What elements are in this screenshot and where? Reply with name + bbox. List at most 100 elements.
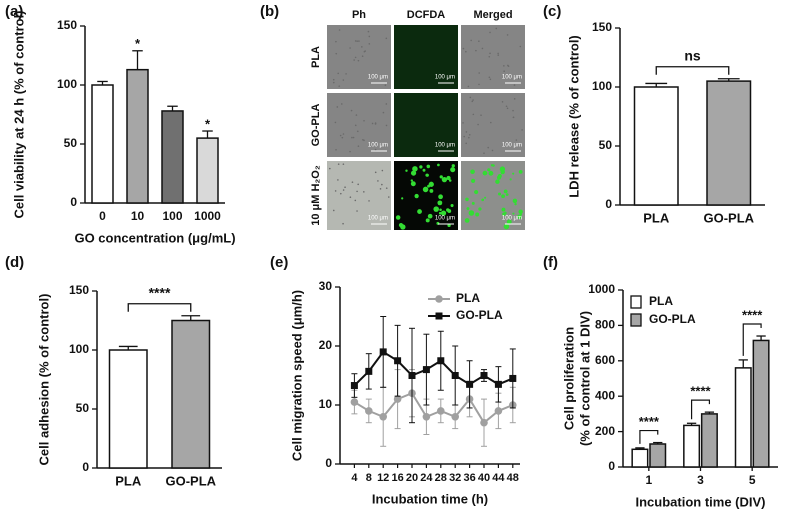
bar (649, 443, 667, 468)
cell-texture (377, 180, 379, 182)
y-axis-label: Cell adhesion (% of control) (36, 294, 51, 466)
legend-marker (435, 312, 443, 320)
cell-texture (480, 114, 482, 116)
marker (350, 398, 359, 406)
cell-texture (488, 55, 491, 58)
x-tick-label: 32 (449, 472, 461, 484)
cell-texture (387, 196, 390, 198)
cell-fluorescence (437, 200, 443, 206)
cell-texture (517, 77, 520, 80)
legend-marker (435, 295, 443, 303)
bar (752, 339, 770, 468)
cell-texture (351, 136, 353, 139)
cell-texture (357, 59, 360, 62)
cell-fluorescence (410, 170, 417, 176)
cell-texture (381, 183, 383, 186)
x-tick-label: 44 (492, 472, 505, 484)
panel-label: (e) (270, 254, 288, 271)
marker (509, 374, 517, 382)
cell-fluorescence (470, 169, 475, 175)
cell-texture (512, 116, 515, 119)
comparison-label: ns (684, 47, 701, 63)
cell-fluorescence (414, 193, 419, 199)
cell-fluorescence (518, 170, 523, 174)
y-axis-label: (% of control at 1 DIV) (577, 311, 592, 446)
cell-texture (462, 47, 465, 50)
y-tick-label: 800 (595, 318, 615, 332)
cell-texture (335, 148, 337, 151)
x-axis-label: Incubation time (DIV) (636, 494, 766, 509)
legend-label: PLA (456, 291, 480, 305)
significance-mark: **** (690, 384, 711, 399)
cell-fluorescence (428, 181, 434, 187)
panel-label: (b) (260, 3, 279, 20)
cell-fluorescence (501, 194, 505, 199)
cell-fluorescence (433, 206, 439, 212)
cell-texture (374, 123, 377, 125)
cell-texture (357, 145, 360, 147)
cell-texture (468, 133, 471, 136)
cell-texture (339, 134, 342, 137)
legend-swatch (630, 295, 642, 309)
bar (171, 319, 211, 469)
cell-texture (354, 124, 357, 127)
cell-fluorescence (412, 166, 418, 172)
cell-texture (337, 179, 339, 181)
cell-texture (505, 105, 508, 108)
cell-texture (462, 122, 464, 124)
bar (683, 424, 701, 468)
cell-texture (385, 37, 388, 40)
cell-fluorescence (495, 179, 500, 184)
cell-texture (354, 199, 357, 202)
cell-texture (477, 123, 479, 126)
x-tick-label: PLA (115, 473, 142, 488)
significance-mark: * (205, 116, 211, 131)
cell-texture (503, 70, 505, 73)
cell-texture (352, 136, 355, 139)
x-tick-label: 8 (366, 472, 372, 484)
marker (422, 366, 430, 374)
cell-texture (356, 130, 359, 133)
x-tick-label: 4 (351, 472, 358, 484)
cell-texture (503, 65, 505, 67)
cell-texture (334, 190, 337, 192)
cell-texture (483, 152, 485, 154)
cell-fluorescence (487, 168, 491, 172)
cell-texture (382, 111, 385, 114)
comparison-bracket (655, 66, 730, 75)
y-tick-label: 400 (595, 388, 615, 402)
cell-texture (385, 124, 388, 127)
x-tick-label: 48 (507, 472, 519, 484)
cell-texture (361, 55, 364, 58)
cell-fluorescence (439, 175, 443, 179)
cell-texture (470, 39, 472, 42)
cell-texture (356, 40, 359, 42)
cell-texture (497, 52, 499, 55)
cell-fluorescence (410, 181, 416, 187)
cell-fluorescence (417, 209, 422, 214)
marker (451, 372, 459, 379)
bar (196, 137, 219, 204)
scale-bar-label: 100 μm (435, 216, 455, 222)
marker (480, 418, 488, 427)
cell-fluorescence (466, 207, 470, 211)
marker (394, 357, 402, 365)
cell-texture (342, 222, 344, 225)
y-tick-label: 600 (595, 353, 615, 367)
column-header: Ph (352, 9, 366, 21)
cell-texture (350, 109, 353, 112)
y-tick-label: 30 (319, 279, 333, 293)
cell-texture (364, 50, 366, 52)
cell-fluorescence (488, 170, 494, 176)
cell-texture (489, 31, 491, 34)
micrograph (327, 161, 391, 230)
cell-fluorescence (438, 211, 442, 215)
cell-fluorescence (514, 202, 517, 206)
cell-fluorescence (422, 186, 429, 193)
y-tick-label: 0 (608, 459, 615, 473)
cell-texture (468, 136, 470, 139)
marker (437, 407, 445, 415)
cell-texture (374, 148, 377, 151)
cell-texture (361, 46, 363, 48)
